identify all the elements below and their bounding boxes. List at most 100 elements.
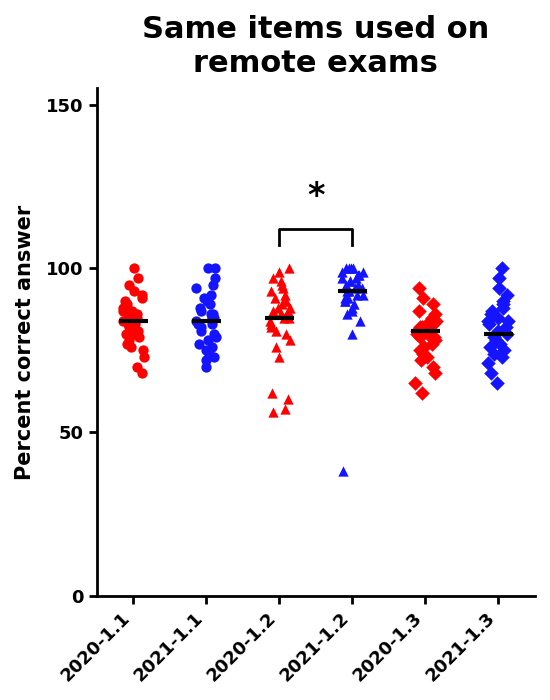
Point [428,318,437,330]
Point [132,309,141,320]
Point [350,282,359,293]
Point [502,328,511,339]
Point [123,338,131,349]
Point [352,272,361,284]
Point [130,262,139,274]
Point [483,315,492,326]
Point [119,305,128,316]
Point [212,332,221,343]
Point [271,342,280,353]
Point [494,282,503,293]
Point [418,348,427,359]
Point [486,342,494,353]
Point [344,293,353,304]
Point [124,318,133,330]
Point [341,293,350,304]
Point [210,312,218,323]
Point [277,309,285,320]
Point [496,338,505,349]
Point [415,322,424,333]
Point [342,309,351,320]
Point [278,279,287,290]
Point [503,315,512,326]
Point [138,368,146,379]
Point [359,289,368,300]
Point [499,299,508,310]
Point [415,332,424,343]
Point [270,293,279,304]
Point [192,315,201,326]
Point [340,295,349,307]
Point [284,305,293,316]
Point [274,266,283,277]
Point [282,328,290,339]
Point [487,309,496,320]
Point [348,262,357,274]
Point [204,335,212,346]
Point [128,325,136,336]
Point [490,332,499,343]
Point [415,305,424,316]
Point [204,262,213,274]
Point [428,299,437,310]
Point [130,318,139,330]
Point [490,348,499,359]
Point [502,322,510,333]
Point [427,312,436,323]
Point [129,286,138,297]
Point [279,282,288,293]
Point [500,344,509,356]
Point [356,315,365,326]
Point [133,325,142,336]
Point [120,295,129,307]
Point [493,377,502,388]
Point [416,344,425,356]
Point [503,289,512,300]
Point [285,302,294,314]
Point [419,293,427,304]
Point [413,328,422,339]
Point [194,318,202,330]
Point [211,272,219,284]
Point [272,325,281,336]
Point [119,302,128,314]
Point [124,279,133,290]
Point [411,377,420,388]
Point [123,299,131,310]
Point [354,279,362,290]
Point [130,328,139,339]
Point [492,335,500,346]
Point [412,325,421,336]
Point [196,322,205,333]
Point [208,342,217,353]
Point [196,325,205,336]
Point [268,387,277,398]
Point [341,279,350,290]
Point [354,270,362,281]
Point [125,335,134,346]
Point [265,315,274,326]
Point [432,315,441,326]
Point [267,322,276,333]
Point [344,286,353,297]
Point [346,276,355,287]
Point [274,351,283,363]
Point [341,295,350,307]
Point [124,322,133,333]
Point [284,312,293,323]
Point [420,342,428,353]
Point [266,286,275,297]
Point [122,328,130,339]
Point [209,279,218,290]
Point [282,295,290,307]
Point [133,312,141,323]
Point [205,299,214,310]
Point [347,305,356,316]
Point [499,302,508,314]
Point [430,332,438,343]
Point [338,466,347,477]
Point [487,368,496,379]
Point [277,276,285,287]
Point [124,312,133,323]
Point [267,318,276,330]
